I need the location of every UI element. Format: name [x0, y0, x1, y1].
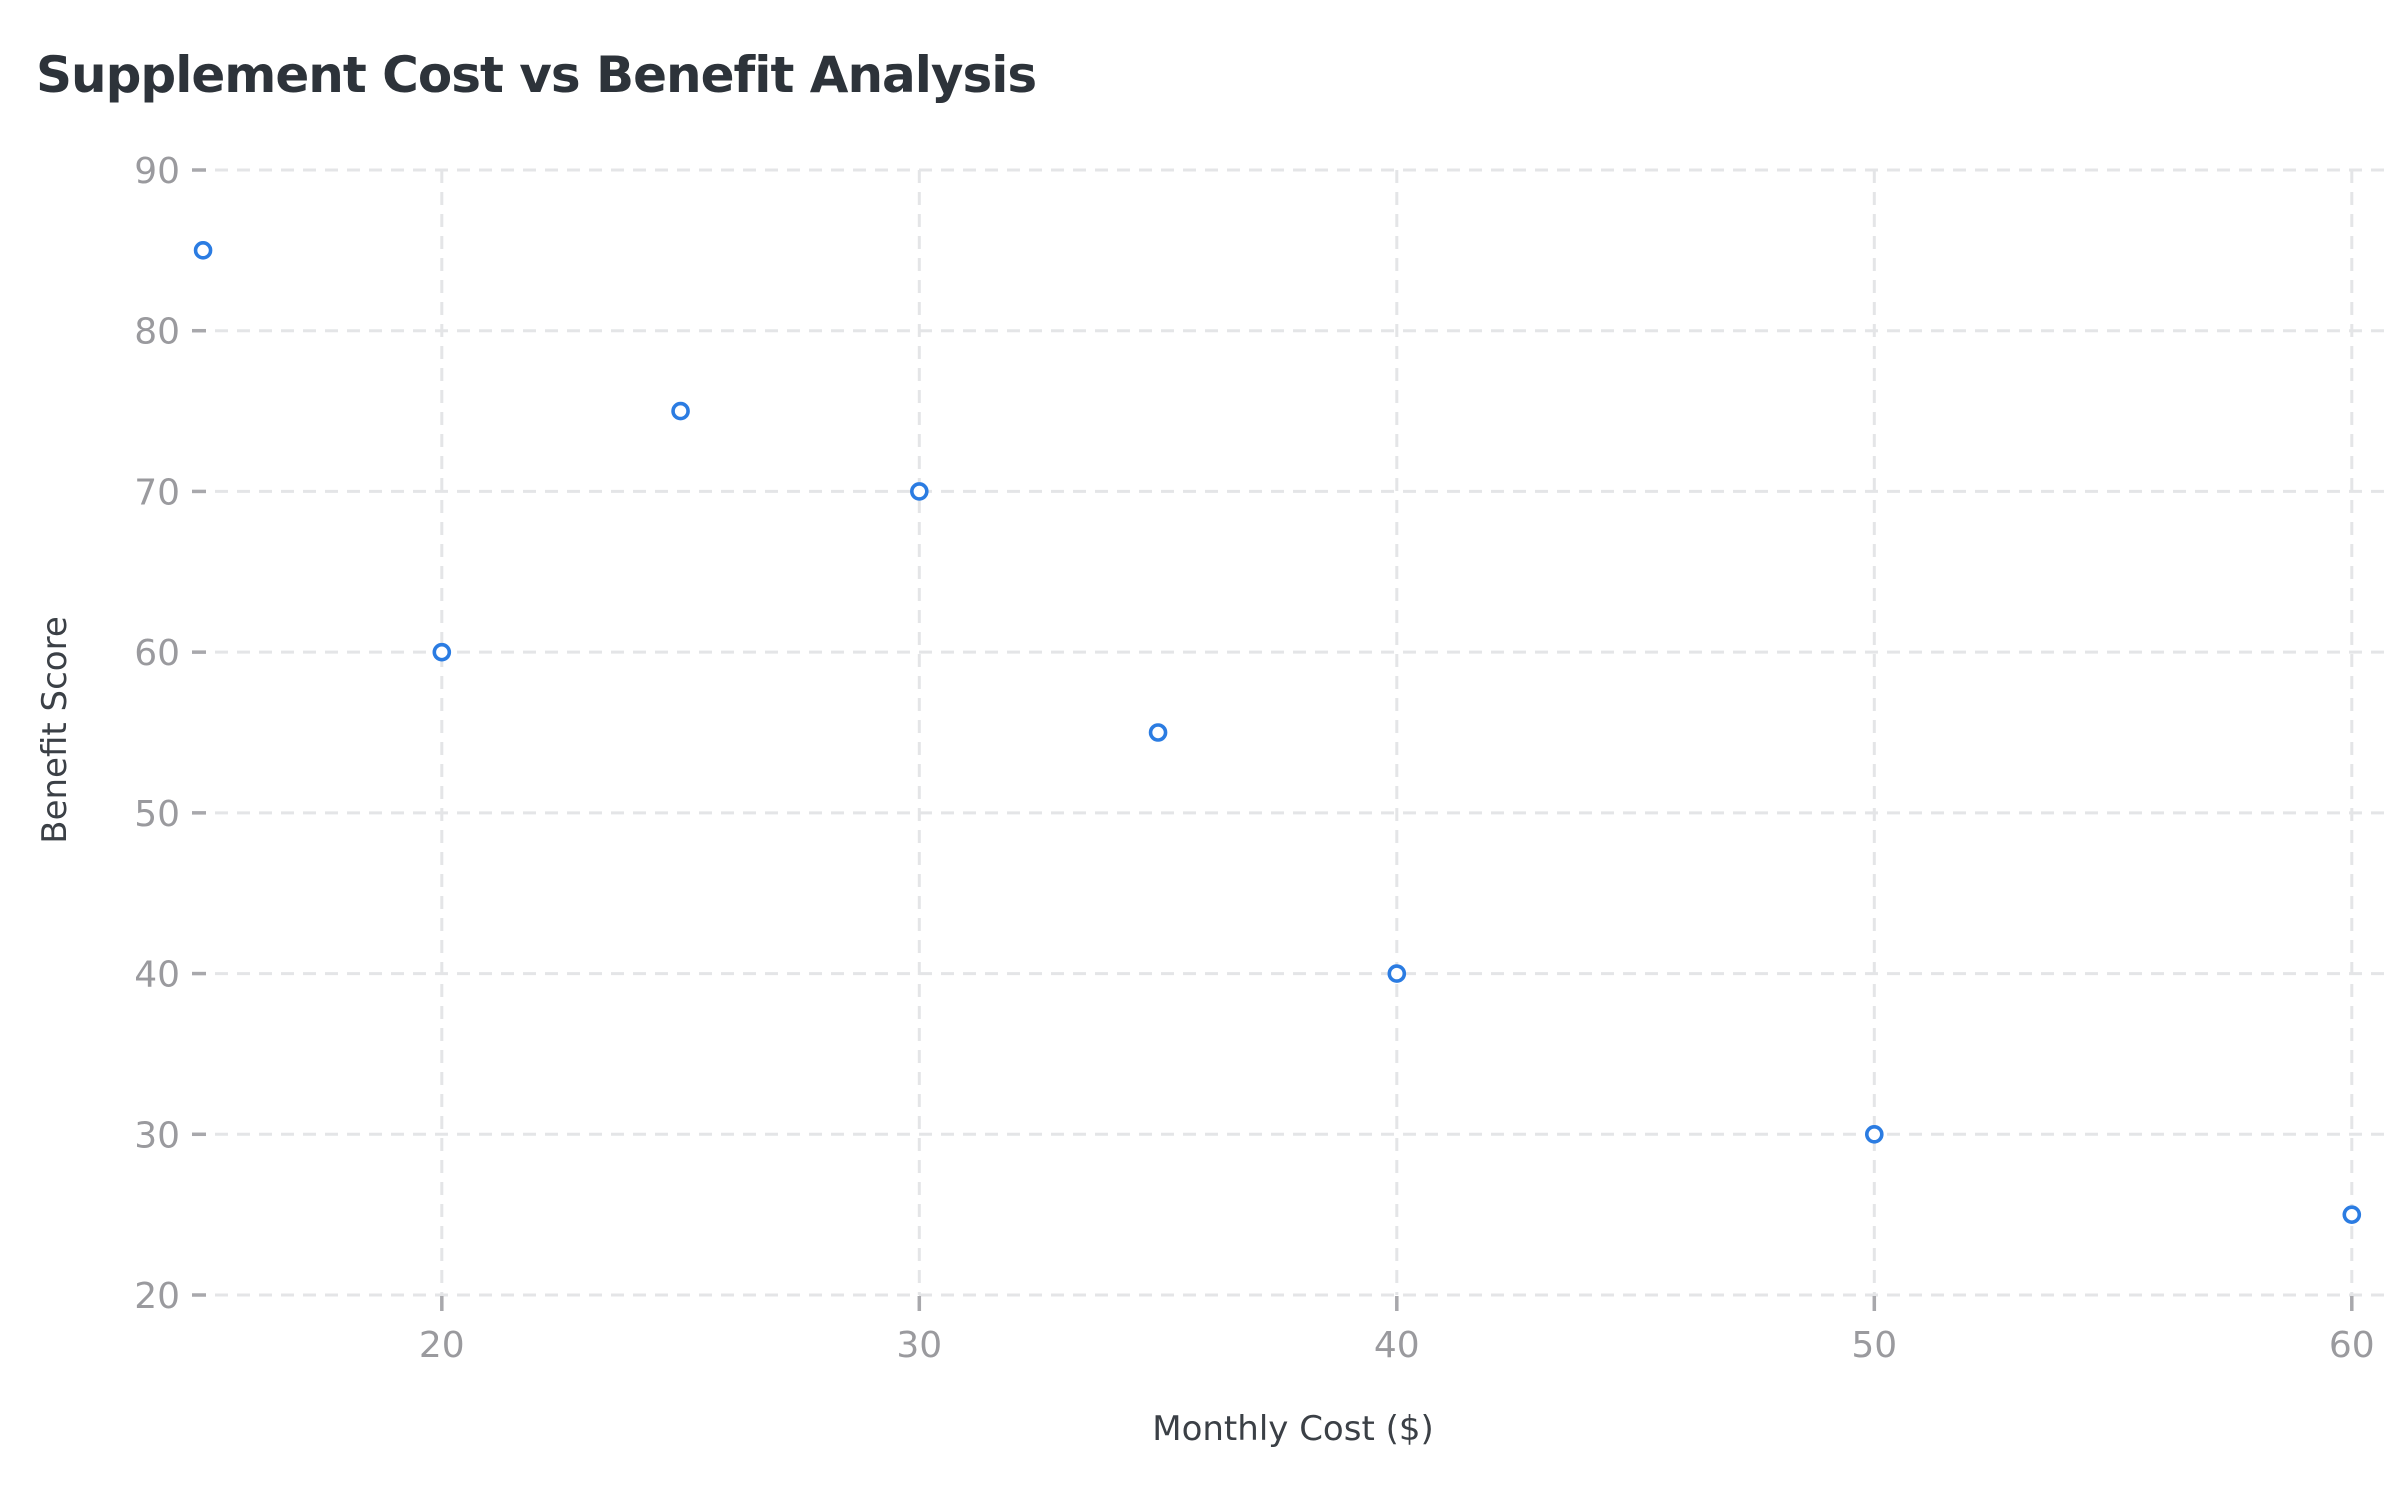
horizontal-gridlines [215, 168, 2390, 1297]
data-points-layer [193, 241, 2362, 1224]
x-tick-label: 50 [1851, 1325, 1897, 1366]
y-tick-label: 80 [134, 312, 180, 353]
data-point [1865, 1124, 1884, 1144]
y-tick-label: 70 [134, 472, 180, 513]
x-tick-label: 20 [419, 1325, 465, 1366]
y-tick-labels: 20 30 40 50 60 70 80 90 [134, 151, 180, 1317]
vertical-gridlines [440, 170, 2354, 1295]
x-tick-label: 40 [1374, 1325, 1420, 1366]
chart-title: Supplement Cost vs Benefit Analysis [36, 46, 1037, 104]
data-point [432, 642, 452, 662]
y-tick-label: 20 [134, 1276, 180, 1317]
y-tick-label: 40 [134, 955, 180, 996]
axis-tick-marks [192, 168, 2354, 1311]
y-axis-label: Benefit Score [35, 616, 75, 844]
data-point [193, 241, 213, 260]
data-point [910, 482, 929, 501]
data-point [1387, 964, 1407, 983]
x-tick-label: 30 [896, 1325, 942, 1366]
x-tick-labels: 20 30 40 50 60 [419, 1325, 2375, 1366]
x-axis-label: Monthly Cost ($) [1152, 1409, 1434, 1449]
data-point [2342, 1205, 2362, 1224]
y-tick-label: 50 [134, 794, 180, 835]
data-point [671, 401, 690, 421]
x-tick-label: 60 [2329, 1325, 2375, 1366]
y-tick-label: 60 [134, 633, 180, 674]
data-point [1148, 723, 1168, 742]
y-tick-label: 90 [134, 151, 180, 192]
y-tick-label: 30 [134, 1115, 180, 1156]
